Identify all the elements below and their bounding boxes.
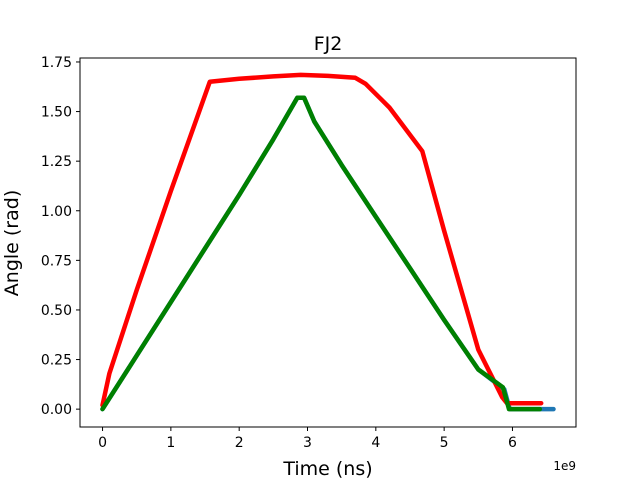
y-tick-label: 0.75	[41, 253, 72, 269]
y-tick-label: 0.50	[41, 303, 72, 319]
x-tick-label: 0	[98, 435, 107, 451]
x-tick-label: 2	[235, 435, 244, 451]
y-tick-label: 0.00	[41, 402, 72, 418]
x-tick-label: 5	[440, 435, 449, 451]
y-tick-label: 1.50	[41, 105, 72, 121]
x-axis: 0 1 2 3 4 5 6	[98, 427, 517, 451]
x-tick-label: 6	[508, 435, 517, 451]
x-tick-label: 1	[166, 435, 175, 451]
x-tick-label: 3	[303, 435, 312, 451]
y-tick-label: 1.00	[41, 204, 72, 220]
plot-area	[80, 58, 576, 427]
y-axis: 0.00 0.25 0.50 0.75 1.00 1.25 1.50 1.75	[41, 55, 80, 418]
chart-title: FJ2	[314, 33, 343, 55]
series-line-2	[100, 95, 543, 412]
series-line-1	[100, 72, 544, 408]
x-axis-label: Time (ns)	[282, 458, 372, 480]
y-tick-label: 1.75	[41, 55, 72, 71]
y-tick-label: 0.25	[41, 353, 72, 369]
y-tick-label: 1.25	[41, 154, 72, 170]
y-axis-label: Angle (rad)	[1, 190, 23, 296]
x-offset-label: 1e9	[553, 459, 576, 473]
plot-frame	[79, 57, 577, 428]
x-tick-label: 4	[371, 435, 380, 451]
series-layer	[100, 72, 556, 412]
